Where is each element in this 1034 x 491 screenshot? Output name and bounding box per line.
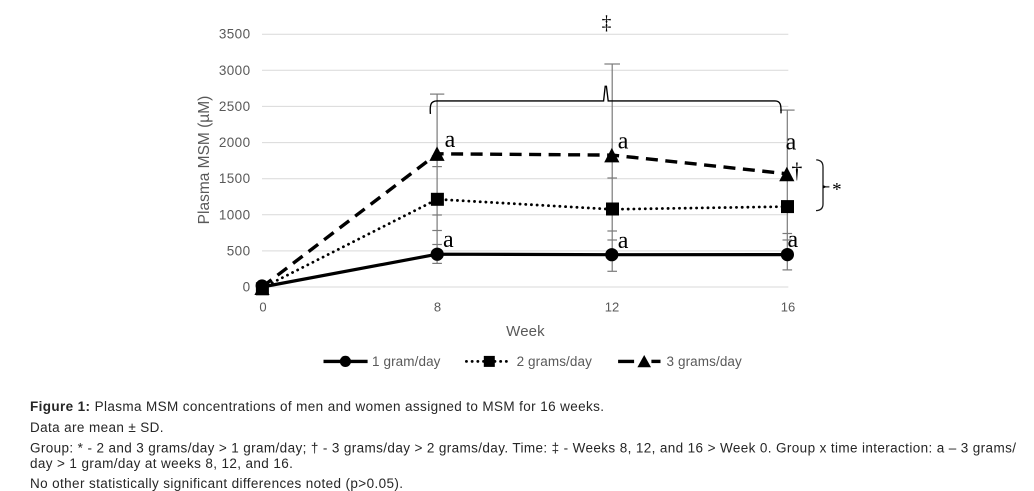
svg-text:500: 500: [227, 243, 251, 258]
svg-text:†: †: [791, 158, 802, 183]
svg-text:16: 16: [781, 299, 795, 314]
svg-text:1000: 1000: [219, 207, 251, 222]
svg-text:Figure 1: Plasma MSM concentra: Figure 1: Plasma MSM concentrations of m…: [30, 399, 604, 414]
svg-text:‡: ‡: [602, 13, 612, 34]
svg-text:a: a: [618, 128, 629, 154]
svg-text:a: a: [788, 227, 799, 253]
svg-text:3 grams/day: 3 grams/day: [667, 354, 743, 369]
svg-text:a: a: [618, 228, 629, 254]
svg-text:8: 8: [434, 299, 441, 314]
svg-text:No other statistically signifi: No other statistically significant diffe…: [30, 476, 403, 491]
svg-text:Data are mean ± SD.: Data are mean ± SD.: [30, 420, 164, 435]
svg-text:Plasma MSM (µM): Plasma MSM (µM): [196, 96, 213, 225]
svg-text:0: 0: [243, 280, 251, 295]
svg-text:0: 0: [259, 299, 266, 314]
svg-text:*: *: [832, 179, 842, 200]
svg-text:a: a: [443, 227, 454, 253]
svg-text:3000: 3000: [219, 63, 251, 78]
svg-text:12: 12: [605, 299, 619, 314]
svg-text:1500: 1500: [219, 171, 251, 186]
svg-text:1 gram/day: 1 gram/day: [372, 354, 441, 369]
svg-text:Group: * - 2 and 3 grams/day >: Group: * - 2 and 3 grams/day > 1 gram/da…: [30, 441, 1016, 456]
svg-text:2000: 2000: [219, 135, 251, 150]
svg-text:Week: Week: [506, 323, 545, 340]
svg-text:2 grams/day: 2 grams/day: [517, 354, 593, 369]
svg-text:day > 1 gram/day at weeks 8, 1: day > 1 gram/day at weeks 8, 12, and 16.: [30, 456, 293, 471]
svg-text:a: a: [786, 130, 797, 156]
svg-text:a: a: [445, 127, 456, 153]
svg-text:3500: 3500: [219, 27, 251, 42]
svg-text:2500: 2500: [219, 99, 251, 114]
